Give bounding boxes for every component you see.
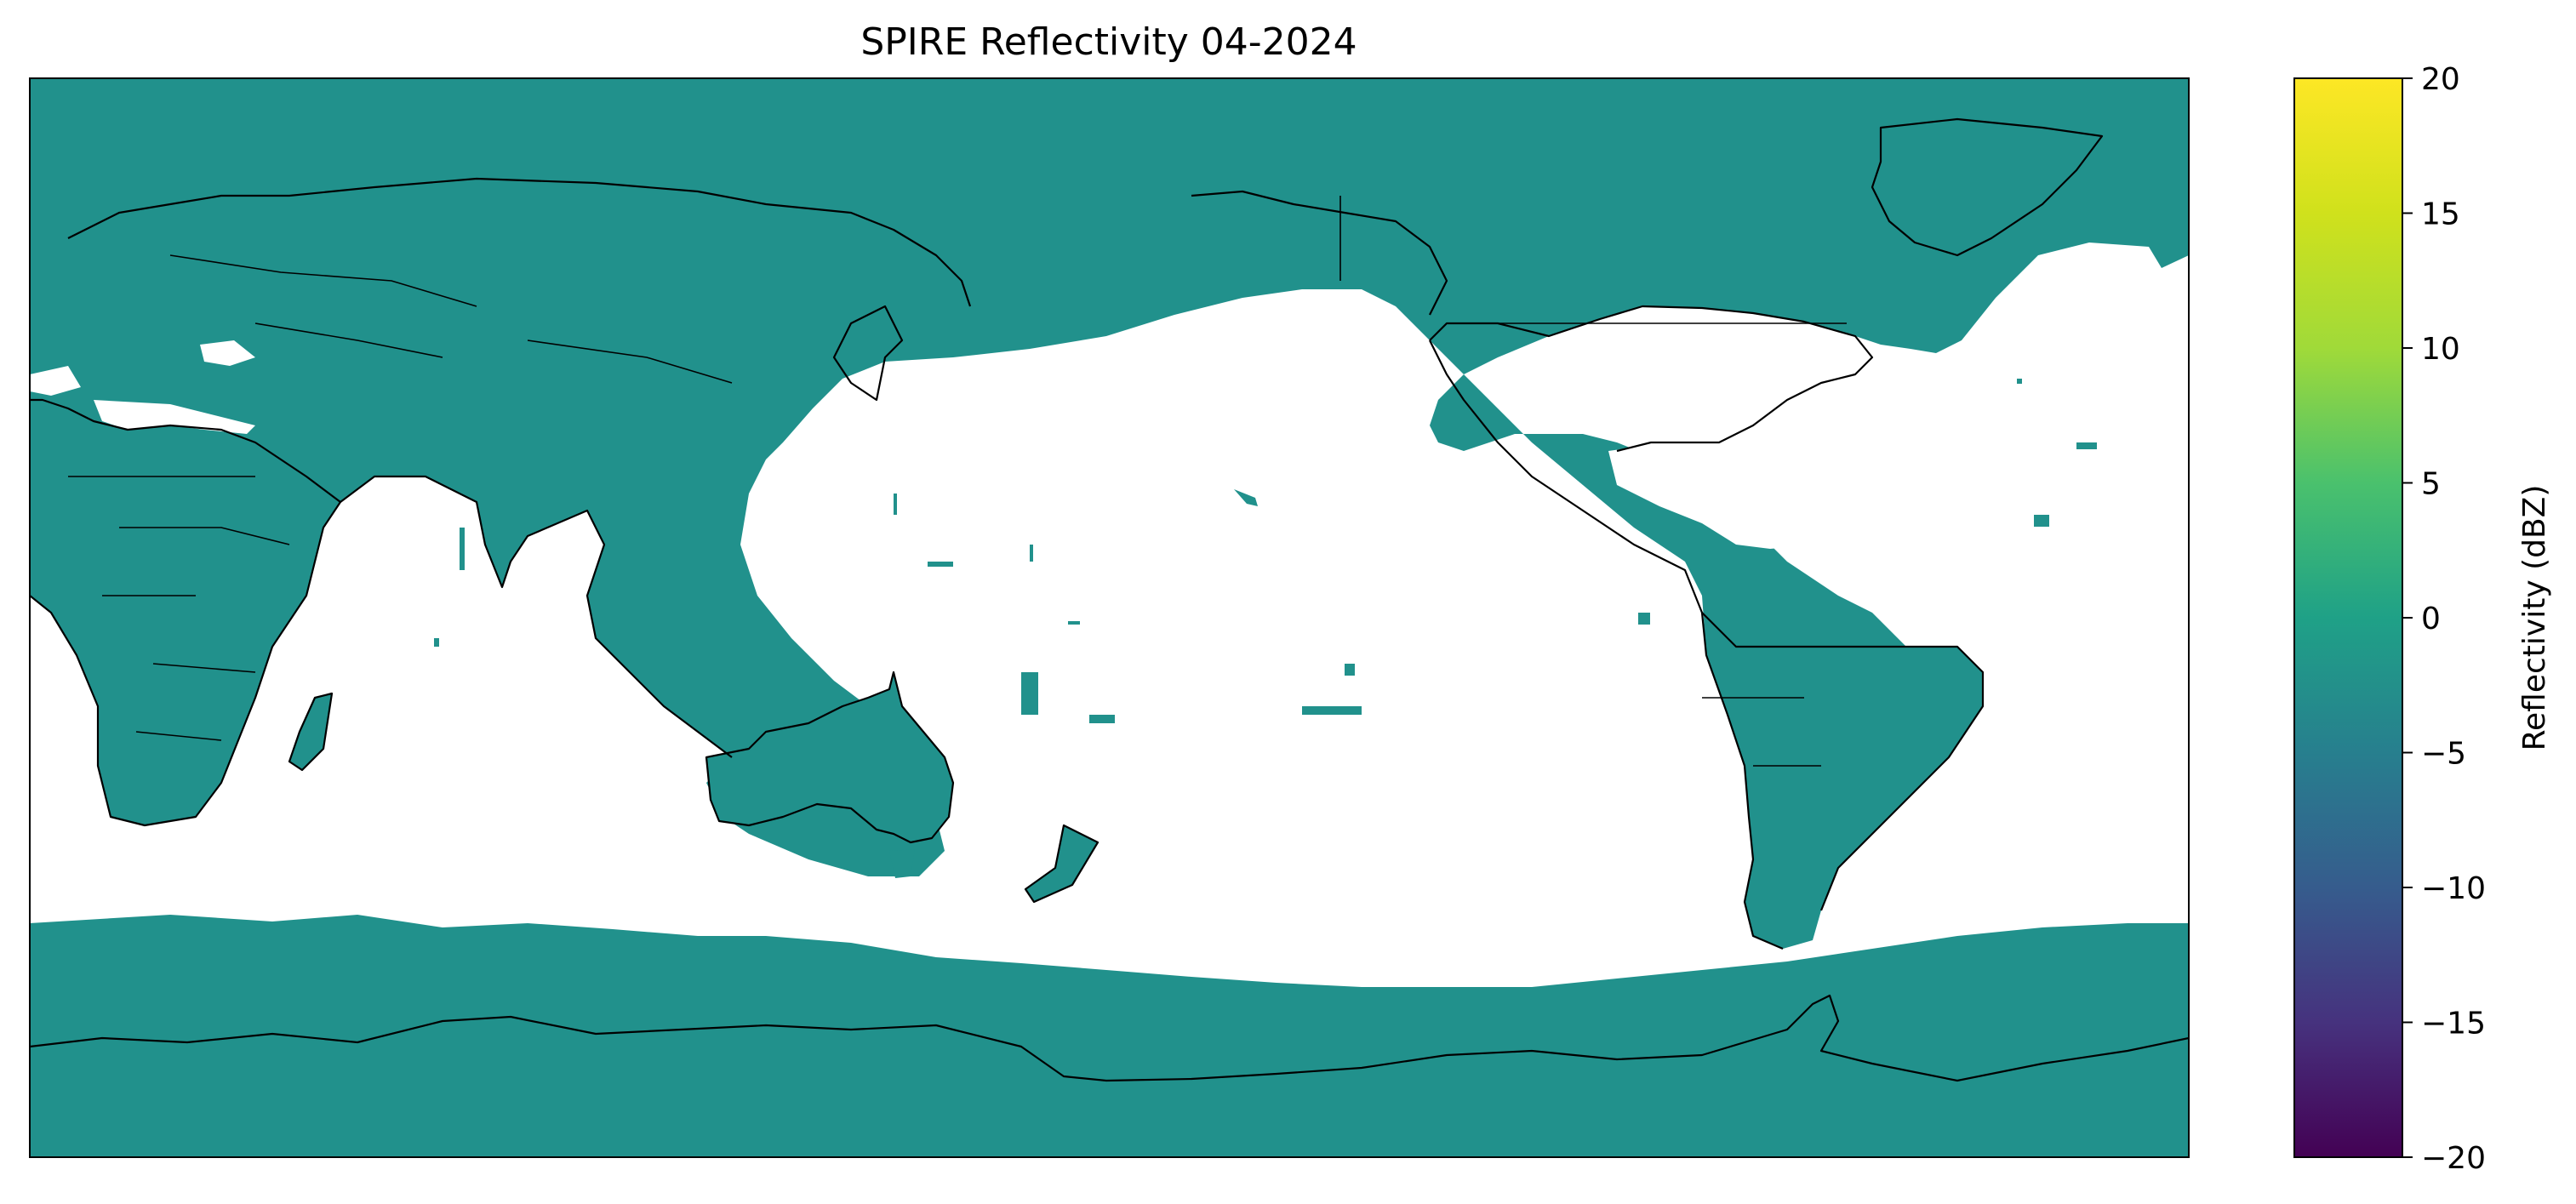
tasmania-coverage	[889, 849, 915, 878]
colorbar-ticks: 20 15 10 5 0 −5 −10 −15 −20	[2402, 62, 2486, 1176]
map-frame	[29, 77, 2190, 1158]
hawaii-coverage	[1234, 489, 1258, 506]
black-sea	[200, 340, 255, 366]
white-sea-patch	[30, 366, 81, 396]
colorbar-gradient	[2293, 77, 2403, 1158]
colorbar-tick-label: −15	[2421, 1007, 2486, 1041]
colorbar-tick-label: −20	[2421, 1141, 2486, 1176]
australia-coverage	[706, 672, 953, 842]
colorbar-tick-label: −10	[2421, 871, 2486, 906]
coastlines	[30, 117, 2189, 1082]
colorbar-tick-label: 5	[2421, 467, 2441, 502]
colorbar-label: Reflectivity (dBZ)	[2517, 485, 2552, 751]
map-panel	[30, 78, 2189, 1157]
colorbar-tick-label: 10	[2421, 332, 2460, 367]
pacific-islands	[434, 379, 2097, 723]
map-title: SPIRE Reflectivity 04-2024	[860, 20, 1357, 64]
colorbar: 20 15 10 5 0 −5 −10 −15 −20 Reflectivity (dBZ)	[2293, 62, 2552, 1176]
colorbar-tick-label: 20	[2421, 62, 2460, 97]
new-zealand-coverage	[1025, 825, 1098, 902]
country-borders	[68, 196, 1847, 767]
south-coverage	[30, 915, 2189, 1157]
north-coverage	[30, 78, 2189, 949]
colorbar-tick-label: −5	[2421, 737, 2466, 772]
colorbar-tick-label: 15	[2421, 197, 2460, 232]
caribbean-sea	[1608, 442, 1821, 549]
colorbar-tick-label: 0	[2421, 602, 2441, 636]
mediterranean-sea	[94, 400, 255, 434]
